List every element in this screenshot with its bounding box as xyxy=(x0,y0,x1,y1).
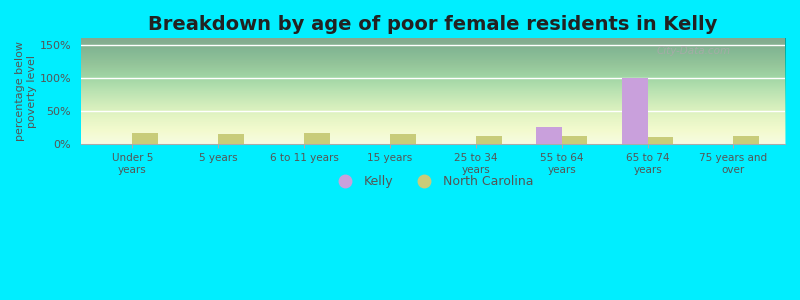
Bar xyxy=(476,136,502,144)
Bar xyxy=(132,133,158,144)
Title: Breakdown by age of poor female residents in Kelly: Breakdown by age of poor female resident… xyxy=(148,15,718,34)
Bar xyxy=(622,78,647,144)
Bar xyxy=(390,134,416,144)
Bar xyxy=(536,127,562,144)
Legend: Kelly, North Carolina: Kelly, North Carolina xyxy=(327,170,538,193)
Bar xyxy=(647,137,674,144)
Bar xyxy=(734,136,759,144)
Bar xyxy=(218,134,244,144)
Y-axis label: percentage below
poverty level: percentage below poverty level xyxy=(15,41,37,141)
Bar xyxy=(562,136,587,144)
Bar xyxy=(304,133,330,144)
Text: City-Data.com: City-Data.com xyxy=(656,46,730,56)
